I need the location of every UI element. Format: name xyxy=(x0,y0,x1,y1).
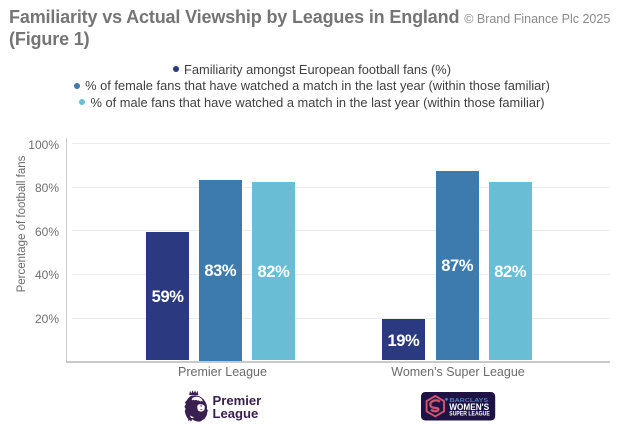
svg-text:Premier: Premier xyxy=(212,393,261,408)
svg-text:WOMEN'S: WOMEN'S xyxy=(449,402,489,413)
svg-text:SUPER LEAGUE: SUPER LEAGUE xyxy=(449,410,490,417)
svg-text:BARCLAYS: BARCLAYS xyxy=(450,398,489,404)
svg-text:League: League xyxy=(212,406,258,421)
